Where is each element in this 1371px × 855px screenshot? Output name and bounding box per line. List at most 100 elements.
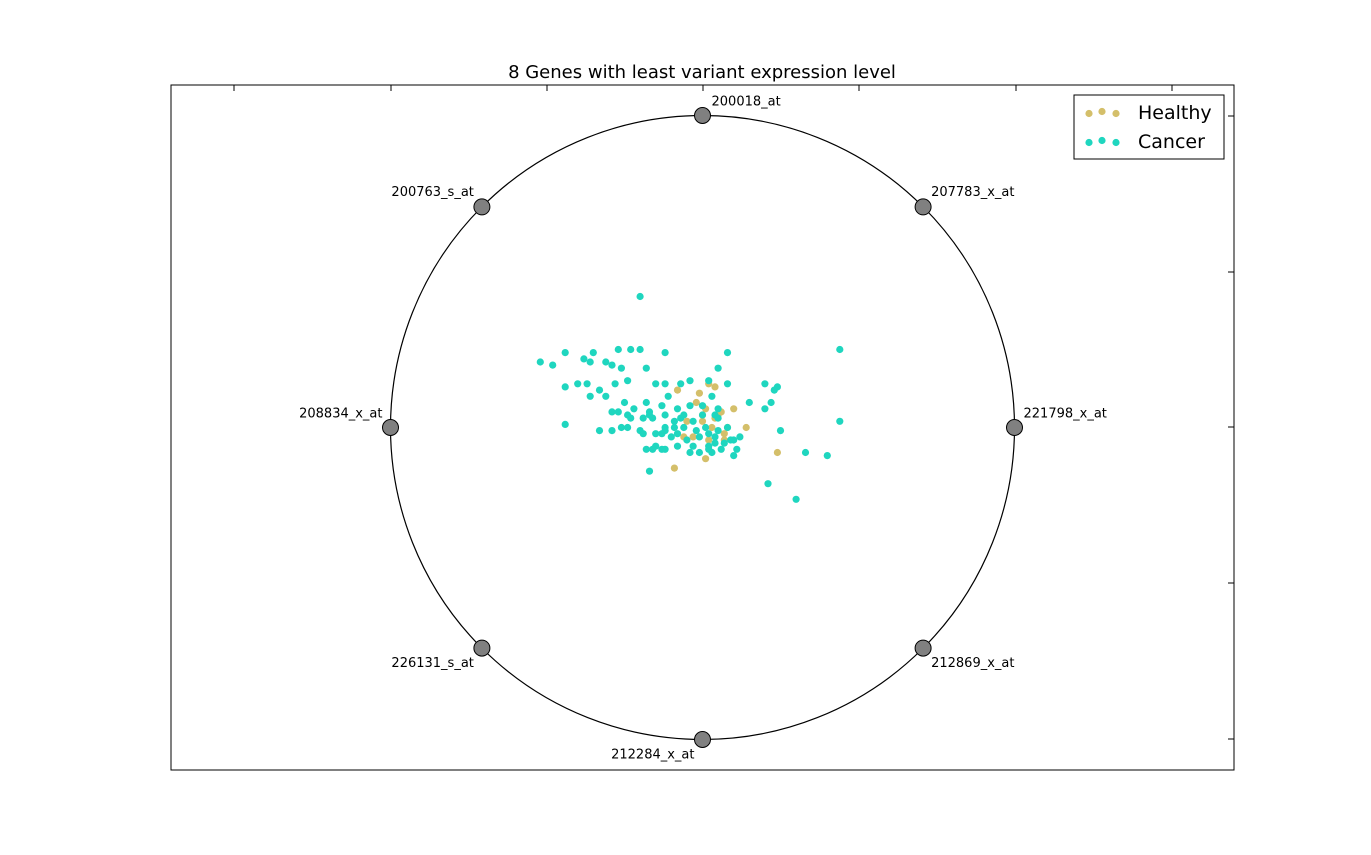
cancer-point-20 (586, 392, 594, 400)
anchor-label-221798_x_at: 221798_x_at (1024, 407, 1107, 422)
cancer-point-40 (698, 411, 707, 419)
cancer-point-97 (617, 423, 626, 432)
cancer-point-80 (705, 445, 713, 453)
cancer-point-11 (642, 364, 650, 372)
cancer-point-49 (652, 430, 660, 438)
cancer-point-60 (683, 436, 691, 444)
cancer-point-86 (733, 445, 741, 453)
cancer-point-24 (664, 392, 672, 400)
anchor-marker-200018_at (694, 107, 711, 124)
cancer-point-48 (639, 430, 647, 438)
cancer-point-0 (636, 292, 644, 301)
cancer-point-3 (602, 358, 610, 366)
anchor-label-200763_s_at: 200763_s_at (391, 185, 473, 200)
cancer-point-19 (624, 377, 632, 385)
cancer-point-9 (608, 361, 616, 369)
cancer-point-83 (767, 398, 775, 407)
cancer-point-105 (624, 423, 632, 432)
cancer-point-13 (661, 380, 669, 388)
data-points (536, 292, 844, 503)
anchor-label-212869_x_at: 212869_x_at (931, 656, 1014, 671)
cancer-point-27 (714, 405, 722, 413)
cancer-point-87 (761, 380, 769, 388)
healthy-point-6 (730, 405, 738, 413)
cancer-point-77 (727, 436, 735, 444)
cancer-point-64 (736, 433, 744, 441)
healthy-point-17 (698, 417, 707, 425)
cancer-point-61 (695, 433, 704, 441)
cancer-point-14 (677, 380, 685, 388)
cancer-point-17 (723, 380, 732, 388)
legend-marker-cancer-0 (1085, 138, 1093, 147)
cancer-point-72 (642, 445, 650, 453)
cancer-point-2 (627, 345, 635, 354)
cancer-point-62 (711, 433, 719, 441)
cancer-point-36 (639, 414, 647, 422)
anchor-label-226131_s_at: 226131_s_at (391, 656, 473, 671)
cancer-point-110 (702, 423, 710, 432)
cancer-point-102 (714, 364, 722, 372)
anchor-marker-212869_x_at (914, 639, 932, 657)
cancer-point-31 (658, 402, 666, 410)
cancer-point-23 (642, 398, 650, 407)
cancer-point-58 (667, 433, 675, 441)
cancer-point-107 (589, 349, 597, 357)
legend-box (1073, 94, 1225, 160)
anchor-marker-221798_x_at (1006, 419, 1023, 436)
cancer-point-95 (549, 361, 557, 369)
legend-marker-cancer-2 (1112, 138, 1120, 147)
cancer-point-68 (673, 442, 682, 450)
cancer-point-8 (583, 380, 591, 388)
cancer-point-39 (689, 417, 697, 425)
healthy-point-11 (773, 448, 782, 457)
cancer-point-79 (695, 448, 704, 457)
cancer-point-69 (689, 442, 697, 450)
cancer-point-16 (705, 377, 713, 385)
cancer-point-106 (608, 408, 616, 416)
cancer-point-108 (586, 358, 594, 366)
cancer-point-44 (561, 420, 569, 428)
cancer-point-94 (836, 345, 844, 354)
cancer-point-113 (698, 402, 707, 410)
legend-marker-healthy-2 (1112, 109, 1120, 118)
cancer-point-25 (673, 405, 682, 413)
cancer-point-51 (670, 423, 679, 432)
healthy-point-4 (683, 417, 691, 425)
cancer-point-12 (652, 380, 660, 388)
cancer-point-7 (574, 380, 582, 388)
cancer-point-6 (561, 383, 569, 391)
cancer-point-111 (645, 467, 654, 475)
legend-label-cancer: Cancer (1138, 131, 1205, 153)
cancer-point-26 (686, 402, 694, 410)
cancer-point-29 (630, 405, 638, 413)
cancer-point-81 (714, 414, 722, 422)
cancer-point-99 (614, 345, 622, 354)
cancer-point-22 (620, 398, 629, 407)
cancer-point-82 (761, 405, 769, 413)
cancer-point-55 (714, 427, 722, 435)
healthy-point-18 (711, 383, 719, 391)
cancer-point-88 (773, 383, 782, 391)
cancer-point-74 (649, 445, 657, 453)
legend-entries: Healthy Cancer (1085, 102, 1212, 153)
healthy-point-21 (705, 436, 713, 444)
healthy-point-19 (695, 389, 704, 397)
cancer-point-57 (673, 430, 682, 438)
cancer-point-10 (617, 364, 626, 372)
anchor-label-200018_at: 200018_at (712, 95, 781, 110)
gene-anchors: 221798_x_at 207783_x_at 200018_at 200763_s_… (299, 95, 1107, 763)
cancer-point-65 (711, 439, 719, 447)
healthy-point-2 (692, 398, 700, 407)
axis-ticks (233, 85, 1234, 740)
cancer-point-56 (723, 423, 732, 432)
cancer-point-84 (745, 398, 753, 407)
healthy-point-13 (708, 423, 716, 432)
cancer-point-89 (764, 480, 772, 488)
cancer-point-43 (649, 414, 657, 422)
legend-marker-healthy-0 (1085, 109, 1093, 118)
cancer-point-59 (658, 430, 666, 438)
anchor-marker-200763_s_at (473, 198, 491, 216)
cancer-point-96 (611, 380, 619, 388)
healthy-point-10 (742, 423, 750, 432)
